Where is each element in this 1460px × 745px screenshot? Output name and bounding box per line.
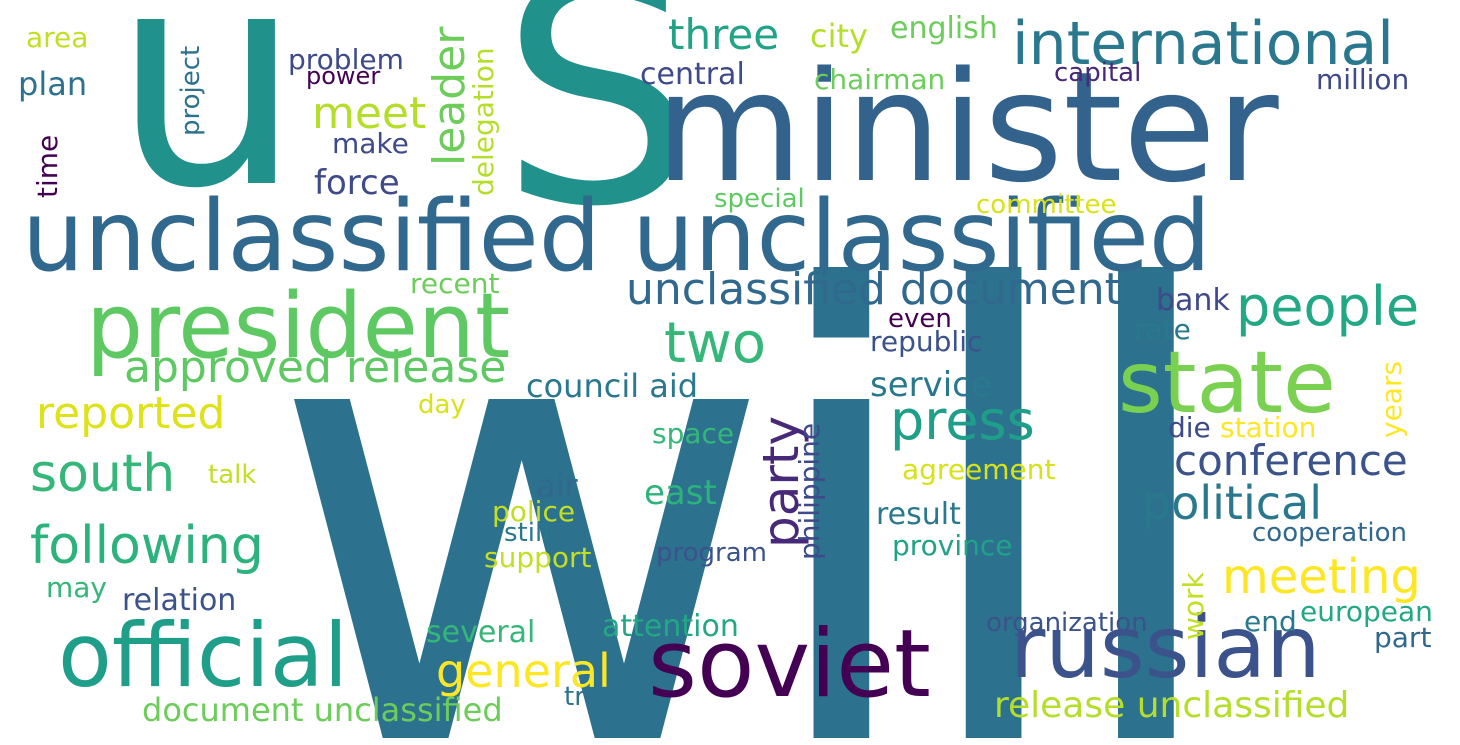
word-european: european (1300, 595, 1433, 628)
word-leader: leader (424, 26, 475, 166)
word-day: day (418, 390, 466, 420)
word-talk: talk (208, 460, 257, 490)
word-state: state (1118, 333, 1336, 433)
word-english: english (890, 11, 998, 46)
word-cooperation: cooperation (1252, 518, 1408, 548)
word-general: general (436, 644, 611, 698)
word-president: president (86, 274, 511, 379)
word-philippine: philippine (793, 422, 826, 560)
word-result: result (876, 497, 961, 532)
word-south: south (30, 444, 176, 504)
word-attention: attention (602, 609, 739, 644)
word-relation: relation (122, 583, 237, 618)
word-soviet: soviet (648, 610, 931, 719)
word-delegation: delegation (467, 47, 500, 196)
word-republic: republic (870, 325, 983, 358)
word-special: special (714, 184, 805, 214)
word-service: service (870, 365, 992, 405)
word-police: police (492, 495, 576, 528)
word-power: power (306, 62, 381, 90)
word-area: area (26, 21, 89, 54)
word-force: force (314, 163, 400, 203)
word-will: will (268, 164, 1232, 745)
word-troop: troop (564, 682, 633, 712)
word-air: air (536, 467, 578, 505)
word-east: east (644, 473, 717, 513)
word-meet: meet (312, 88, 427, 139)
word-rate: rate (1134, 313, 1191, 346)
word-bank: bank (1156, 283, 1230, 318)
word-following: following (30, 516, 264, 576)
word-approved-release: approved release (124, 342, 507, 393)
word-international: international (1012, 9, 1394, 79)
word-central: central (640, 57, 745, 92)
word-years: years (1375, 360, 1408, 438)
word-city: city (810, 17, 868, 55)
word-province: province (892, 529, 1013, 562)
word-plan: plan (18, 65, 88, 103)
word-conference: conference (1174, 436, 1408, 485)
word-station: station (1220, 411, 1317, 444)
word-reported: reported (36, 388, 226, 439)
word-committee: committee (976, 190, 1117, 220)
word-still: still (504, 518, 550, 548)
word-part: part (1374, 621, 1432, 654)
word-minister: minister (655, 39, 1279, 216)
word-document-unclassified: document unclassified (142, 691, 503, 729)
word-russian: russian (1010, 598, 1321, 698)
word-press: press (890, 389, 1035, 452)
word-support: support (484, 541, 592, 574)
word-several: several (426, 615, 536, 650)
word-die: die (1168, 411, 1211, 444)
word-official: official (58, 604, 349, 707)
word-end: end (1244, 605, 1297, 638)
word-agreement: agreement (902, 453, 1056, 486)
word-chairman: chairman (814, 63, 946, 96)
word-work: work (1177, 572, 1210, 640)
word-people: people (1236, 275, 1420, 338)
word-program: program (656, 538, 767, 568)
word-capital: capital (1054, 58, 1142, 88)
word-may: may (46, 571, 108, 604)
word-even: even (888, 304, 952, 334)
word-space: space (652, 417, 735, 450)
word-council-aid: council aid (526, 367, 699, 405)
word-unclassified-unclassified: unclassified unclassified (22, 180, 1212, 294)
word-u: u (112, 0, 303, 254)
word-million: million (1316, 63, 1410, 96)
word-two: two (664, 311, 767, 376)
word-political: political (1142, 476, 1322, 530)
word-organization: organization (986, 608, 1148, 638)
word-three: three (668, 10, 780, 59)
word-make: make (332, 127, 409, 160)
word-problem: problem (288, 43, 404, 76)
word-time: time (31, 134, 64, 198)
word-meeting: meeting (1222, 549, 1421, 605)
word-project: project (176, 45, 206, 136)
word-unclassified-document: unclassified document (626, 264, 1122, 315)
word-recent: recent (410, 267, 500, 300)
word-S: S (500, 0, 697, 275)
word-release-unclassified: release unclassified (994, 685, 1350, 726)
